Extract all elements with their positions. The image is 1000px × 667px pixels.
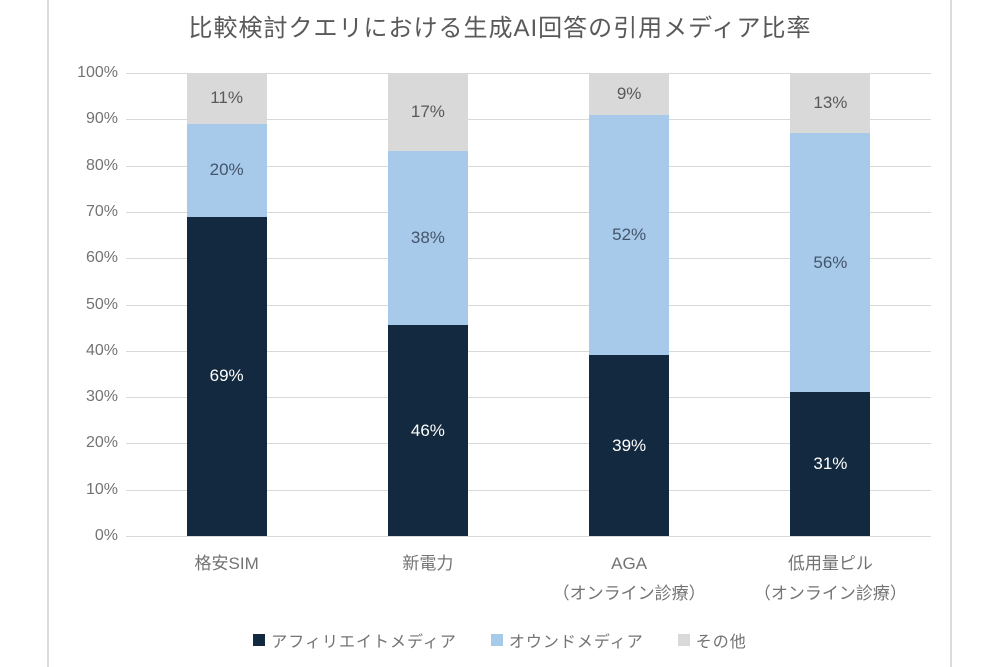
- gridline: [126, 536, 931, 537]
- legend-item: その他: [677, 628, 747, 652]
- bar-segment: 56%: [790, 133, 871, 393]
- y-axis-tick-label: 0%: [94, 527, 118, 544]
- legend-item: オウンドメディア: [490, 628, 644, 652]
- bar-value-label: 20%: [209, 160, 244, 180]
- bar-value-label: 38%: [410, 228, 445, 248]
- gridline: [126, 350, 931, 352]
- y-axis-tick-label: 70%: [85, 202, 118, 220]
- bar-value-label: 52%: [612, 225, 647, 245]
- bar-segment: 9%: [589, 73, 670, 115]
- bar-value-label: 31%: [813, 454, 848, 474]
- gridline: [126, 304, 931, 306]
- legend-swatch: [253, 634, 266, 646]
- legend: アフィリエイトメディア オウンドメディア その他: [0, 628, 1000, 652]
- bar-value-label: 39%: [612, 435, 647, 455]
- bar-segment: 52%: [589, 114, 670, 356]
- y-axis-tick-label: 90%: [85, 110, 118, 128]
- bar-value-label: 11%: [210, 88, 243, 108]
- legend-label: その他: [695, 634, 747, 651]
- legend-swatch: [490, 634, 503, 646]
- gridline: [126, 258, 931, 260]
- bar-segment: 20%: [186, 123, 267, 217]
- bar-value-label: 13%: [813, 93, 848, 113]
- gridline: [126, 397, 931, 399]
- bar-segment: 39%: [589, 355, 670, 536]
- y-axis-labels: 0% 10% 20% 30% 40% 50% 60% 70% 80% 90% 100%: [40, 64, 118, 544]
- bar-segment: 38%: [387, 150, 468, 326]
- legend-swatch: [677, 634, 690, 646]
- y-axis-tick-label: 80%: [85, 156, 118, 174]
- plot-area: 69% 20% 11% 46% 38% 17% 39% 52% 9% 31% 56% 13%: [126, 73, 931, 537]
- y-axis-tick-label: 40%: [85, 341, 118, 359]
- gridline: [126, 73, 931, 74]
- bar-segment: 17%: [387, 73, 468, 151]
- y-axis-tick-label: 20%: [85, 434, 118, 452]
- bar-segment: 11%: [186, 73, 267, 124]
- x-axis-category-label: 新電力: [402, 554, 454, 573]
- x-axis-category-label: AGA （オンライン診療）: [552, 554, 706, 603]
- y-axis-tick-label: 100%: [77, 64, 118, 81]
- bar-value-label: 9%: [616, 83, 642, 103]
- gridline: [126, 211, 931, 213]
- gridline: [126, 489, 931, 491]
- bar-segment: 69%: [186, 216, 267, 536]
- frame-border-right: [950, 0, 952, 667]
- bar-segment: 31%: [790, 392, 871, 536]
- y-axis-tick-label: 30%: [85, 388, 118, 406]
- y-axis-tick-label: 60%: [85, 249, 118, 267]
- y-axis-tick-label: 10%: [85, 480, 118, 498]
- legend-label: アフィリエイトメディア: [271, 634, 457, 651]
- legend-item: アフィリエイトメディア: [253, 628, 457, 652]
- bar-segment: 13%: [790, 73, 871, 134]
- gridline: [126, 119, 931, 121]
- chart-title: 比較検討クエリにおける生成AI回答の引用メディア比率: [188, 15, 812, 42]
- bar-segment: 46%: [387, 325, 468, 536]
- bar-value-label: 56%: [813, 252, 848, 272]
- frame-border-left: [47, 0, 49, 667]
- x-axis-category-label: 格安SIM: [194, 554, 259, 573]
- gridline: [126, 165, 931, 167]
- gridline: [126, 443, 931, 445]
- bar-value-label: 46%: [410, 420, 445, 440]
- y-axis-tick-label: 50%: [85, 295, 118, 313]
- x-axis-category-label: 低用量ピル （オンライン診療）: [753, 554, 907, 603]
- x-axis-labels: 格安SIM 新電力 AGA （オンライン診療） 低用量ピル （オンライン診療）: [126, 549, 931, 611]
- legend-label: オウンドメディア: [508, 634, 644, 651]
- bar-value-label: 69%: [209, 366, 244, 386]
- bar-value-label: 17%: [410, 101, 445, 121]
